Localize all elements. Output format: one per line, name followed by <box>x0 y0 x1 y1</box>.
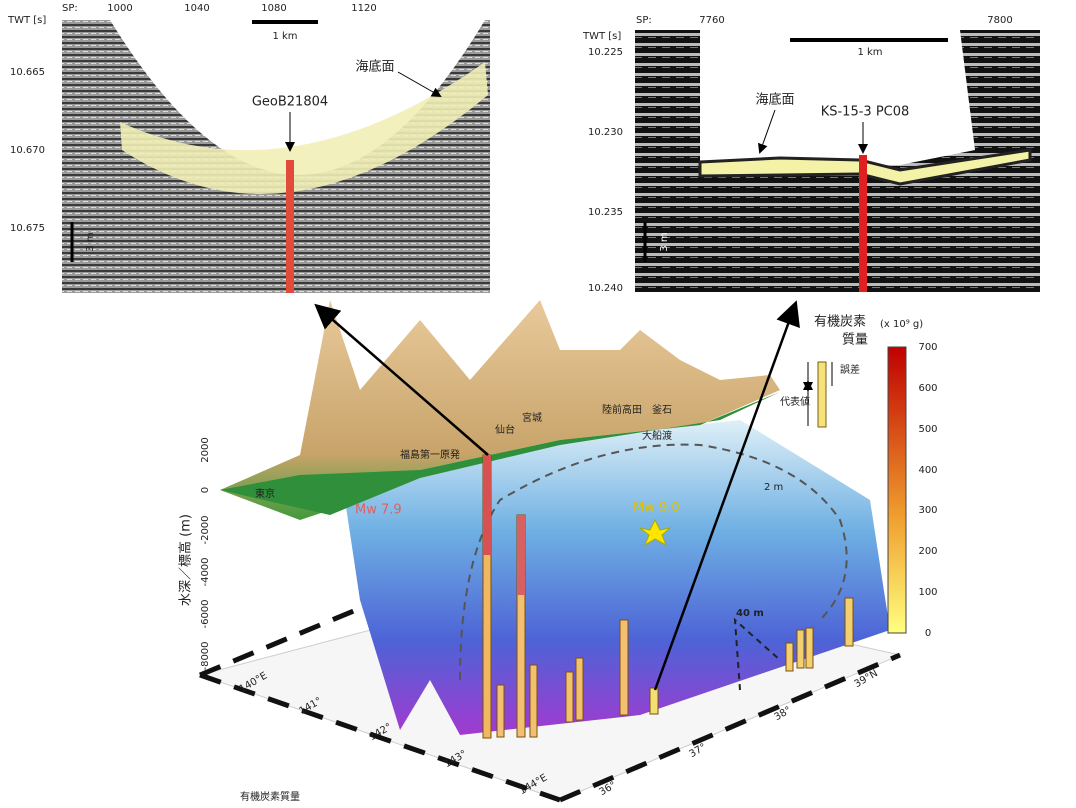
place-label: 福島第一原発 <box>400 448 460 461</box>
annotation: 40 m <box>736 608 764 619</box>
annotation: Mw 7.9 <box>355 503 402 518</box>
right-profile: TWT [s] SP: 7760 7800 10.225 10.230 10.2… <box>582 15 1040 294</box>
twt-tick: 10.240 <box>588 283 623 294</box>
colorbar-scale <box>888 347 906 633</box>
place-label: 大船渡 <box>642 429 672 442</box>
place-label: 陸前高田 <box>602 403 642 416</box>
colorbar-tick: 700 <box>918 342 937 353</box>
sp-tick: 1040 <box>184 3 209 14</box>
y-tick: -6000 <box>200 599 211 628</box>
y-tick: -8000 <box>200 641 211 670</box>
km-label: 1 km <box>857 47 882 58</box>
twt-label: TWT [s] <box>582 31 621 42</box>
y-tick: -2000 <box>200 515 211 544</box>
seafloor-label: 海底面 <box>355 60 394 75</box>
colorbar-tick: 0 <box>925 628 931 639</box>
legend-label: 代表値 <box>780 395 810 408</box>
body: TWT [s] SP: 1000 1040 1080 1120 10.665 1… <box>0 0 1076 808</box>
sp-tick: 1080 <box>261 3 286 14</box>
twt-tick: 10.230 <box>588 127 623 138</box>
twt-tick: 10.225 <box>588 47 623 58</box>
y-tick: -4000 <box>200 557 211 586</box>
core-position <box>286 160 294 293</box>
sp-label: SP: <box>636 15 652 26</box>
left-profile: TWT [s] SP: 1000 1040 1080 1120 10.665 1… <box>7 3 490 293</box>
twt-tick: 10.665 <box>10 67 45 78</box>
core-column <box>497 685 504 737</box>
legend-column <box>818 362 826 427</box>
colorbar-tick: 100 <box>918 587 937 598</box>
twt-label: TWT [s] <box>7 15 46 26</box>
m-label: 3 m <box>85 232 96 251</box>
y-axis-label: 水深／標高 (m) <box>178 514 194 606</box>
water-column <box>700 30 975 165</box>
core-column <box>483 455 491 555</box>
twt-tick: 10.670 <box>10 145 45 156</box>
core-column <box>576 658 583 720</box>
twt-tick: 10.235 <box>588 207 623 218</box>
page: Figure {"left_profile": {"twt_label": "T… <box>0 0 1076 808</box>
y-tick: 0 <box>200 487 211 493</box>
caption: 有機炭素質量 <box>240 790 300 803</box>
y-tick: 2000 <box>200 437 211 462</box>
annotation: Mw 9.0 <box>633 501 680 516</box>
core-column <box>797 630 804 668</box>
core-label: KS-15-3 PC08 <box>821 105 910 120</box>
colorbar-tick: 200 <box>918 546 937 557</box>
place-label: 東京 <box>255 487 275 500</box>
colorbar-tick: 400 <box>918 465 937 476</box>
annotation: 2 m <box>764 482 783 493</box>
colorbar-unit: (x 10⁹ g) <box>880 319 923 330</box>
figure: TWT [s] SP: 1000 1040 1080 1120 10.665 1… <box>0 0 1076 808</box>
map: 水深／標高 (m) 2000 0 -2000 -4000 -6000 -8000… <box>178 300 901 800</box>
place-label: 仙台 <box>495 423 515 436</box>
core-column <box>786 643 793 671</box>
km-label: 1 km <box>272 31 297 42</box>
place-label: 宮城 <box>522 411 542 424</box>
core-label: GeoB21804 <box>252 95 328 110</box>
colorbar-title: 有機炭素 <box>814 314 866 330</box>
sp-tick: 1000 <box>107 3 132 14</box>
core-position <box>859 155 867 292</box>
colorbar-tick: 500 <box>918 424 937 435</box>
core-column <box>517 515 525 595</box>
core-column <box>566 672 573 722</box>
core-column <box>530 665 537 737</box>
sp-tick: 1120 <box>351 3 376 14</box>
sp-tick: 7800 <box>987 15 1012 26</box>
core-column <box>650 688 658 714</box>
seafloor-label: 海底面 <box>755 93 794 108</box>
twt-tick: 10.675 <box>10 223 45 234</box>
sp-label: SP: <box>62 3 78 14</box>
colorbar-tick: 600 <box>918 383 937 394</box>
place-label: 釜石 <box>652 403 672 416</box>
colorbar-tick: 300 <box>918 505 937 516</box>
colorbar-title: 質量 <box>842 332 868 348</box>
core-column <box>806 628 813 668</box>
legend-label: 誤差 <box>840 363 860 376</box>
core-column <box>845 598 853 646</box>
m-label: 3 m <box>659 232 670 251</box>
core-column <box>620 620 628 715</box>
sp-tick: 7760 <box>699 15 724 26</box>
